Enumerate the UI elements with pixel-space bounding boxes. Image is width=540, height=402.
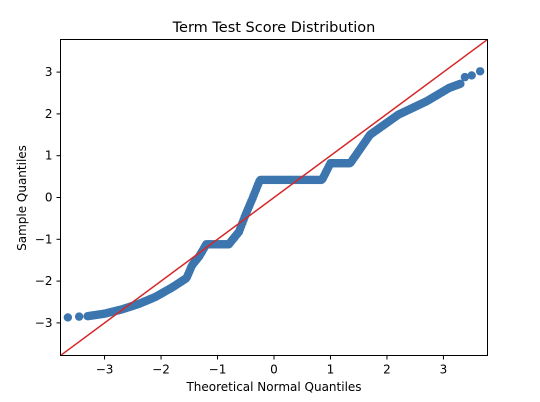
data-point: [74, 312, 84, 321]
plot-area: [60, 39, 488, 356]
y-axis-title: Sample Quantiles: [15, 145, 29, 251]
reference-line: [60, 39, 488, 356]
x-tick-label: 0: [270, 363, 278, 377]
chart-title: Term Test Score Distribution: [172, 20, 376, 36]
data-point: [460, 72, 470, 82]
x-tick-label: −1: [209, 363, 227, 377]
data-point: [63, 313, 73, 322]
y-tick-label: 0: [45, 191, 53, 205]
data-point: [475, 67, 485, 76]
y-tick-label: −2: [35, 274, 53, 288]
y-tick-label: −1: [35, 232, 53, 246]
x-tick-label: 3: [440, 363, 448, 377]
data-point: [467, 71, 476, 80]
y-tick-label: 1: [45, 149, 53, 163]
data-point: [456, 79, 465, 89]
x-tick-label: −3: [96, 363, 114, 377]
x-tick-label: 2: [383, 363, 391, 377]
x-axis-title: Theoretical Normal Quantiles: [185, 380, 361, 394]
y-tick-label: −3: [35, 316, 53, 330]
x-tick-label: −2: [152, 363, 170, 377]
y-tick-label: 2: [45, 107, 53, 121]
axis-ticks: −3 −2 −1 0 1 2 3 −3 −2 −1 0 1 2 3: [35, 65, 447, 376]
x-tick-label: 1: [327, 363, 335, 377]
y-tick-label: 3: [45, 65, 53, 79]
plot-frame: [60, 39, 488, 356]
